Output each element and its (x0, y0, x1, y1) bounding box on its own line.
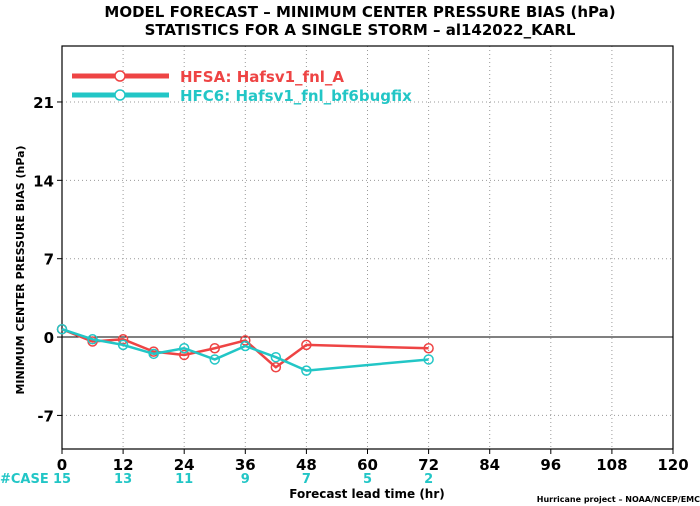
y-tick-label: 14 (33, 172, 54, 190)
case-count: 2 (424, 472, 433, 487)
series-2-point (209, 354, 220, 365)
series-2-point (240, 340, 251, 352)
case-count: 5 (363, 472, 372, 487)
series-2-point (117, 339, 129, 351)
x-tick-label: 108 (596, 456, 627, 474)
series-1-point (423, 343, 434, 354)
series-line-2 (61, 328, 429, 372)
series-1-point (209, 343, 220, 354)
x-tick-label: 96 (540, 456, 561, 474)
chart-title-line-1: MODEL FORECAST – MINIMUM CENTER PRESSURE… (104, 3, 615, 21)
grid-lines (62, 46, 673, 449)
case-counts: #CASE 15 13 11 9 7 5 2 (0, 472, 433, 487)
case-count: 15 (53, 472, 71, 487)
series-1-point (301, 339, 312, 351)
x-tick-label: 72 (418, 456, 439, 474)
case-count: 13 (114, 472, 132, 487)
series-2-point (178, 343, 190, 354)
series-2-point (87, 334, 98, 345)
x-tick-label: 36 (235, 456, 256, 474)
series-1-point (178, 349, 190, 361)
case-count: 11 (175, 472, 193, 487)
case-label: #CASE (0, 472, 49, 487)
legend-marker-2 (114, 89, 126, 101)
legend-label-2: HFC6: Hafsv1_fnl_bf6bugfix (180, 87, 412, 105)
x-tick-label: 24 (174, 456, 195, 474)
x-tick-label: 12 (113, 456, 134, 474)
series-2-point (301, 365, 312, 376)
series-1-point (270, 362, 282, 373)
series-2-point (270, 351, 282, 363)
series-layer (56, 323, 434, 376)
y-tick-label: 21 (33, 94, 54, 112)
x-tick-label: 60 (357, 456, 378, 474)
x-tick-label: 84 (479, 456, 500, 474)
y-axis-label: MINIMUM CENTER PRESSURE BIAS (hPa) (14, 145, 27, 394)
x-axis-label: Forecast lead time (hr) (289, 487, 445, 501)
legend-marker-1 (114, 70, 126, 82)
series-2-point (56, 323, 68, 335)
case-count: 9 (241, 472, 250, 487)
chart-title-line-2: STATISTICS FOR A SINGLE STORM – al142022… (145, 21, 576, 39)
y-tick-label: -7 (37, 407, 54, 425)
y-tick-label: 7 (44, 251, 54, 269)
x-tick-label: 120 (657, 456, 688, 474)
series-2-point (423, 354, 434, 365)
y-tick-label: 0 (44, 329, 54, 347)
axis-ticks: 0 12 24 36 48 60 72 84 96 108 120 -7 0 7 14 21 (33, 94, 689, 474)
series-line-1 (61, 328, 429, 369)
case-count: 7 (302, 472, 311, 487)
x-tick-label: 48 (296, 456, 317, 474)
series-2-point (148, 348, 159, 360)
credit-text: Hurricane project – NOAA/NCEP/EMC (537, 495, 700, 504)
x-tick-label: 0 (57, 456, 67, 474)
legend-label-1: HFSA: Hafsv1_fnl_A (180, 68, 344, 86)
